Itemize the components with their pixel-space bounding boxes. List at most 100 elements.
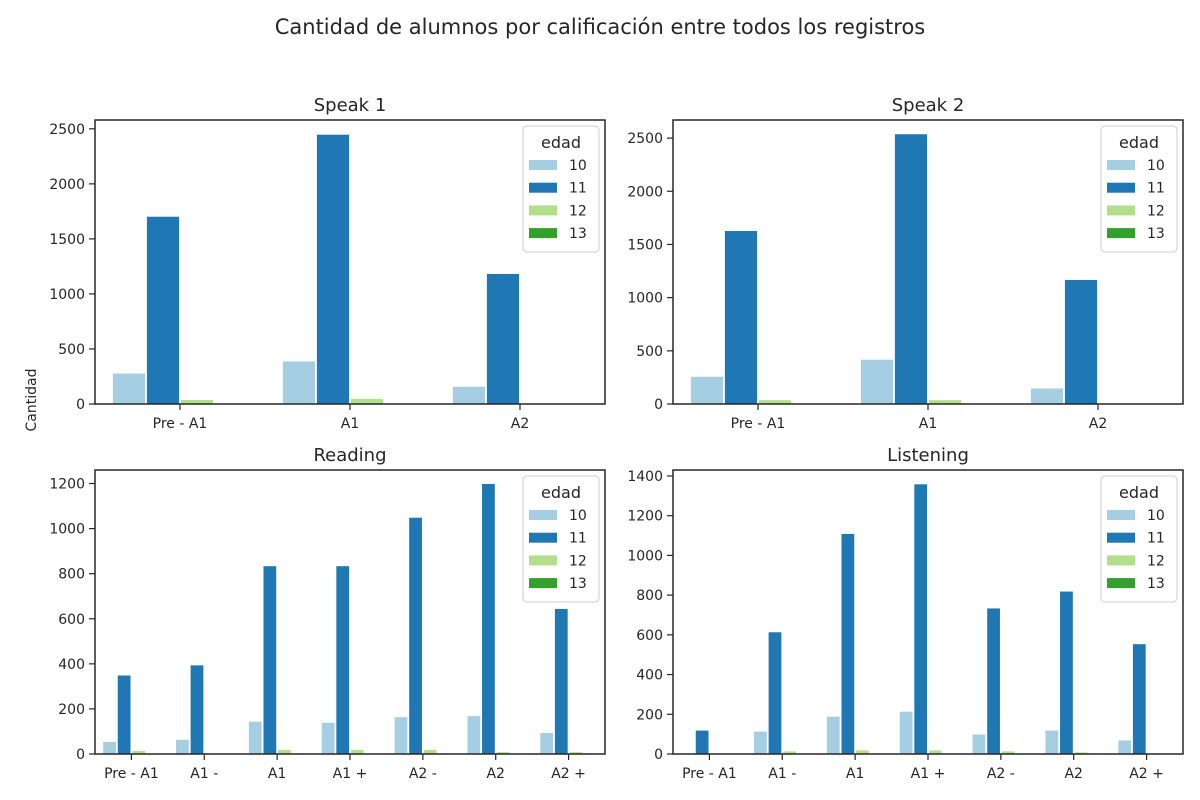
legend-swatch [1107,160,1135,170]
legend: edad 10 11 12 13 [522,125,600,253]
y-axis-label: Cantidad [24,369,40,432]
x-tick-label: A2 [486,766,504,782]
legend-swatch [529,228,557,239]
bar-10-A2+ [539,732,554,755]
bar-12-A1 [350,398,384,405]
y-tick-label: 1500 [49,232,85,248]
y-tick-label: 1000 [49,287,85,303]
y-tick-label: 0 [654,747,663,763]
y-tick-label: 400 [58,657,85,673]
bar-11-A2+ [1132,643,1147,755]
legend-swatch [529,578,557,589]
panel-title: Speak 2 [892,95,965,116]
bar-11-Pre-A1 [694,729,710,755]
bar-10-Pre-A1 [690,375,724,405]
legend-label: 11 [1147,181,1165,197]
legend-swatch [1107,555,1135,566]
y-tick-label: 1400 [627,469,663,485]
bar-10-A1 [860,358,894,405]
figure-title: Cantidad de alumnos por calificación ent… [275,15,926,39]
y-tick-label: 0 [654,397,663,413]
legend-label: 10 [1147,158,1165,174]
bar-10-A2 [466,715,482,755]
bar-11-A1 [262,565,278,755]
legend-swatch [529,555,557,566]
legend-label: 11 [1147,531,1165,547]
y-tick-label: 2000 [627,184,663,200]
bar-10-Pre-A1 [112,372,146,405]
y-tick-label: 400 [636,668,663,684]
y-tick-label: 0 [76,397,85,413]
y-tick-label: 0 [76,747,85,763]
legend-title: edad [1119,483,1159,502]
legend-title: edad [541,133,581,152]
legend-swatch [1107,532,1135,543]
legend-label: 10 [569,508,587,524]
x-tick-label: Pre - A1 [731,416,786,432]
y-tick-label: 1000 [627,548,663,564]
x-tick-label: A2 - [409,766,437,782]
bar-11-A2- [986,607,1001,755]
legend-box [1100,475,1178,603]
legend-title: edad [1119,133,1159,152]
bar-10-A2+ [1117,739,1132,755]
y-tick-label: 2000 [49,177,85,193]
legend-label: 10 [569,158,587,174]
bar-10-Pre-A1 [102,741,117,755]
bar-11-A2 [481,483,496,755]
chart-panel-speak-2: Speak 2 0 500 1000 1500 2000 2500 Pre - A1 A1 A2 e… [627,95,1184,432]
bar-10-A1 [826,715,841,755]
legend-label: 13 [1147,226,1165,242]
legend-box [522,125,600,253]
bar-10-A1 [248,720,263,755]
bar-11-A2- [408,516,423,755]
axes-frame [94,119,606,405]
bar-11-A1 [316,133,350,405]
x-tick-label: A2 [511,416,529,432]
legend-label: 11 [569,531,587,547]
y-tick-label: 800 [636,588,663,604]
y-tick-label: 600 [636,628,663,644]
legend-swatch [1107,228,1135,239]
legend-box [522,475,600,603]
x-tick-label: A1 + [911,766,946,782]
x-tick-label: A1 [341,416,359,432]
bar-11-A2 [1064,279,1098,405]
bar-10-A1- [175,738,190,755]
y-tick-label: 600 [58,612,85,628]
y-tick-label: 1200 [627,509,663,525]
axes-frame [672,469,1184,755]
axes-frame [672,119,1184,405]
bar-11-A1 [840,533,856,755]
bar-10-A1 [282,360,316,405]
panel-title: Speak 1 [314,95,387,116]
bar-11-A1+ [335,565,350,755]
bar-11-A2+ [554,608,569,755]
bar-11-A2 [1059,590,1074,755]
bar-11-Pre-A1 [724,230,758,405]
panel-title: Reading [313,445,386,466]
y-tick-label: 200 [58,702,85,718]
legend-swatch [529,532,557,543]
y-tick-label: 2500 [49,122,85,138]
legend: edad 10 11 12 13 [1100,475,1178,603]
bar-10-A2 [1030,387,1064,405]
x-tick-label: A2 [1089,416,1107,432]
legend-label: 12 [569,553,587,569]
legend-swatch [1107,510,1135,520]
bar-10-A1+ [320,722,336,755]
x-tick-label: Pre - A1 [104,766,159,782]
legend-box [1100,125,1178,253]
legend-swatch [1107,205,1135,216]
legend: edad 10 11 12 13 [522,475,600,603]
y-tick-label: 800 [58,567,85,583]
legend-swatch [1107,578,1135,589]
legend-label: 13 [569,576,587,592]
x-tick-label: A2 + [1129,766,1164,782]
panel-title: Listening [887,445,969,466]
x-tick-label: Pre - A1 [153,416,208,432]
legend-swatch [529,510,557,520]
x-tick-label: A1 [919,416,937,432]
legend-title: edad [541,483,581,502]
